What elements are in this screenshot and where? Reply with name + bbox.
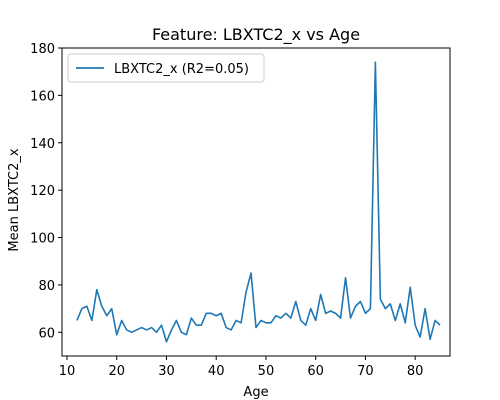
y-tick-label: 80 (38, 279, 55, 294)
y-tick-label: 160 (30, 89, 55, 104)
x-tick-label: 40 (208, 364, 225, 379)
legend-box (67, 53, 265, 83)
y-tick-label: 140 (30, 137, 55, 152)
y-axis: 60 80 100 120 140 160 180 (30, 42, 62, 341)
x-tick-label: 80 (407, 364, 424, 379)
x-tick-label: 20 (108, 364, 125, 379)
x-axis-label: Age (243, 385, 268, 400)
y-tick-label: 120 (30, 184, 55, 199)
chart-title: Feature: LBXTC2_x vs Age (152, 25, 360, 45)
x-tick-label: 50 (258, 364, 275, 379)
x-tick-label: 60 (307, 364, 324, 379)
y-tick-label: 100 (30, 232, 55, 247)
y-tick-label: 60 (38, 326, 55, 341)
series-line (76, 61, 441, 343)
plot-area (76, 61, 441, 343)
y-tick-label: 180 (30, 42, 55, 57)
y-axis-label: Mean LBXTC2_x (7, 148, 22, 251)
x-tick-label: 70 (357, 364, 374, 379)
plot-frame (61, 47, 451, 357)
x-tick-label: 30 (158, 364, 175, 379)
legend: LBXTC2_x (R2=0.05) (67, 53, 265, 83)
x-axis: 10 20 30 40 50 60 70 80 (59, 356, 424, 379)
legend-label: LBXTC2_x (R2=0.05) (114, 62, 249, 77)
x-tick-label: 10 (59, 364, 76, 379)
